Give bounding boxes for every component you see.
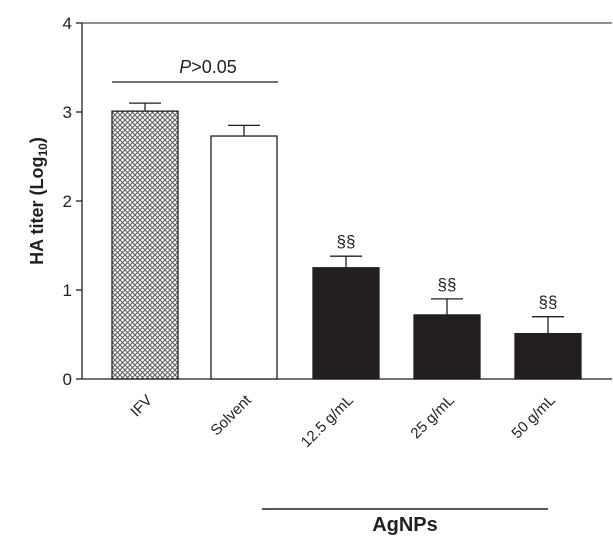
x-tick-label-1: IFV [127, 392, 156, 421]
y-tick-label-0: 0 [63, 370, 72, 389]
y-axis-title: HA titer (Log10) [27, 137, 50, 265]
y-tick-label-1: 1 [63, 281, 72, 300]
x-tick-label-5: 50 g/mL [508, 392, 558, 442]
bar-2 [210, 135, 278, 380]
x-tick-label-4: 25 g/mL [407, 392, 457, 442]
x-tick-label-3: 12.5 g/mL [298, 392, 357, 451]
group-label-agnps: AgNPs [372, 514, 438, 536]
bar-1 [111, 110, 179, 380]
y-tick-label-2: 2 [63, 192, 72, 211]
bar-5 [514, 332, 582, 380]
y-tick-label-3: 3 [63, 103, 72, 122]
bar-4 [413, 314, 481, 380]
significance-marker-4: §§ [438, 275, 457, 294]
bar-3 [312, 267, 380, 380]
comparison-p-value: P>0.05 [179, 57, 237, 77]
y-tick-label-4: 4 [63, 14, 72, 33]
significance-marker-5: §§ [539, 293, 558, 312]
significance-marker-3: §§ [337, 232, 356, 251]
x-tick-label-2: Solvent [207, 391, 255, 439]
